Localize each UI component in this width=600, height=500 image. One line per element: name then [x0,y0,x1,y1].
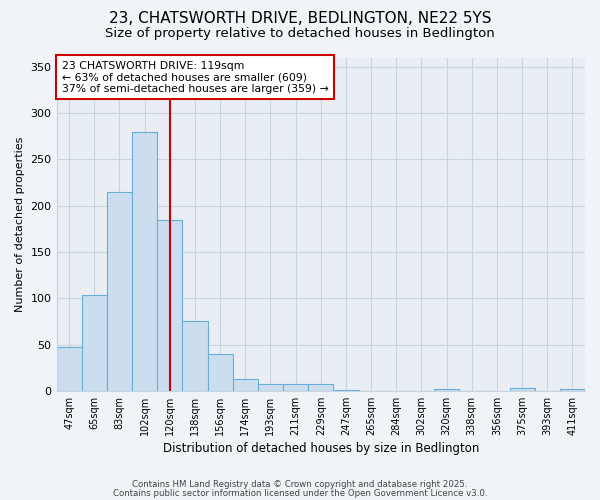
Bar [509,388,535,391]
Bar [208,354,233,391]
Bar [82,296,107,391]
Bar [157,220,182,391]
Bar [258,384,283,391]
Text: 23, CHATSWORTH DRIVE, BEDLINGTON, NE22 5YS: 23, CHATSWORTH DRIVE, BEDLINGTON, NE22 5… [109,11,491,26]
Bar [434,389,459,391]
Text: Contains public sector information licensed under the Open Government Licence v3: Contains public sector information licen… [113,489,487,498]
Bar [132,132,157,391]
Bar [334,390,359,391]
Text: Size of property relative to detached houses in Bedlington: Size of property relative to detached ho… [105,28,495,40]
Bar [107,192,132,391]
Bar [233,379,258,391]
Y-axis label: Number of detached properties: Number of detached properties [15,136,25,312]
Bar [182,322,208,391]
Text: Contains HM Land Registry data © Crown copyright and database right 2025.: Contains HM Land Registry data © Crown c… [132,480,468,489]
X-axis label: Distribution of detached houses by size in Bedlington: Distribution of detached houses by size … [163,442,479,455]
Bar [308,384,334,391]
Bar [283,384,308,391]
Bar [56,348,82,391]
Bar [560,389,585,391]
Text: 23 CHATSWORTH DRIVE: 119sqm
← 63% of detached houses are smaller (609)
37% of se: 23 CHATSWORTH DRIVE: 119sqm ← 63% of det… [62,61,329,94]
